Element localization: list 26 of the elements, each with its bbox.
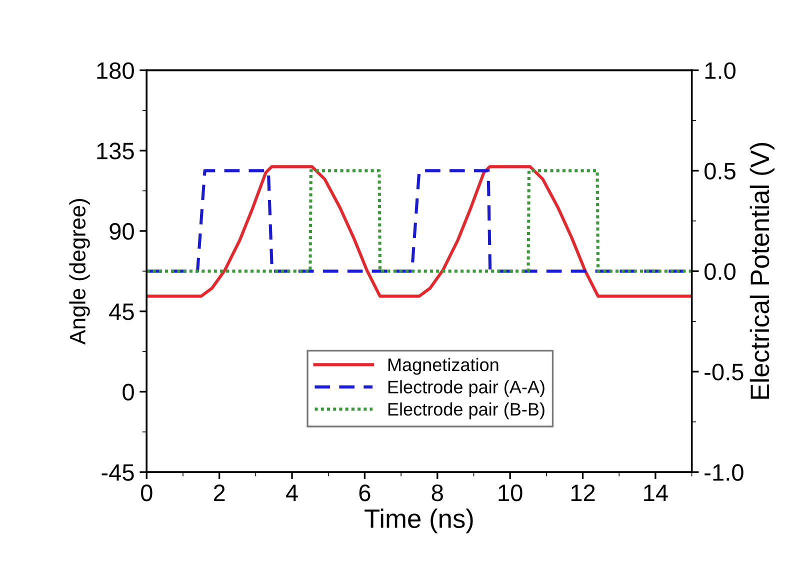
y2-tick-label: 1.0	[705, 62, 736, 80]
legend-label: Electrode pair (A-A)	[388, 380, 544, 398]
y2-tick-label: 0.5	[704, 162, 736, 180]
x-tick-label: 6	[359, 484, 370, 502]
x-tick-label: 4	[286, 484, 298, 501]
x-tick-label: 8	[432, 484, 443, 502]
x-axis-title: Time (ns)	[364, 508, 473, 534]
legend-label: Electrode pair (B-B)	[388, 402, 544, 420]
y2-tick-label: -0.5	[704, 364, 744, 380]
y2-tick-label: -1.0	[704, 464, 744, 481]
y-tick-label: 135	[97, 142, 134, 160]
y2-axis-title: Electrical Potential (V)	[750, 143, 774, 399]
x-tick-label: 10	[498, 484, 522, 502]
x-tick-label: 12	[571, 484, 595, 501]
y-axis-title: Angle (degree)	[69, 199, 90, 345]
x-tick-label: 2	[214, 484, 225, 501]
legend-label: Magnetization	[388, 358, 498, 375]
y-tick-label: 0	[122, 384, 134, 400]
y2-tick-label: 0.0	[704, 263, 736, 280]
y-tick-label: 90	[110, 223, 134, 240]
y-tick-label: 45	[109, 304, 134, 320]
line-series	[146, 165, 692, 298]
y-tick-label: 180	[97, 62, 134, 80]
x-tick-label: 0	[141, 484, 152, 502]
y-tick-label: -45	[102, 464, 134, 481]
x-tick-label: 14	[644, 484, 668, 501]
